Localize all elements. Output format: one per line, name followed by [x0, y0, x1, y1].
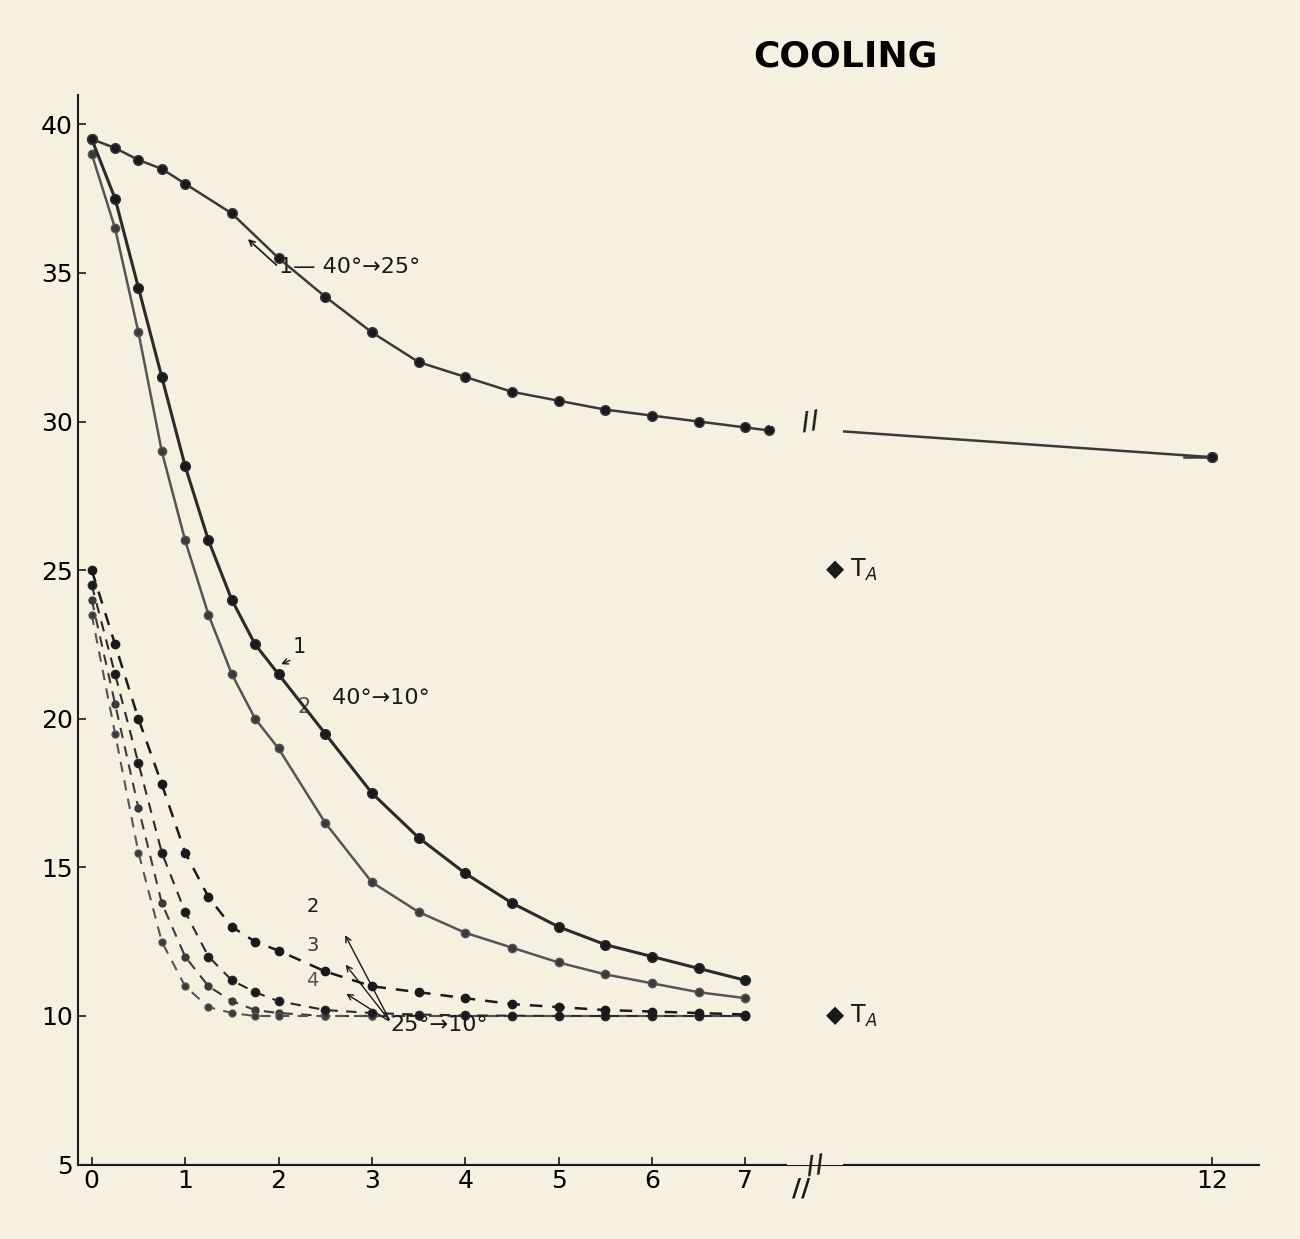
Text: 4: 4 — [307, 971, 318, 990]
Text: 2: 2 — [298, 696, 311, 717]
Text: //: // — [800, 408, 822, 435]
Text: 1: 1 — [292, 637, 306, 658]
Bar — [788, 1171, 848, 1186]
Text: 40°→10°: 40°→10° — [325, 688, 430, 707]
Text: //: // — [792, 410, 811, 434]
Text: 3: 3 — [307, 935, 318, 954]
Text: //: // — [805, 1151, 827, 1178]
Text: ◆ T$_A$: ◆ T$_A$ — [824, 1002, 878, 1030]
Title: COOLING: COOLING — [754, 40, 937, 74]
Text: 2: 2 — [307, 897, 318, 916]
Text: //: // — [792, 1177, 811, 1201]
Bar — [788, 1152, 844, 1180]
Text: ◆ T$_A$: ◆ T$_A$ — [824, 558, 878, 584]
Text: 1— 40°→25°: 1— 40°→25° — [278, 256, 420, 276]
Bar — [779, 406, 844, 442]
Text: //: // — [792, 410, 811, 434]
Text: 25°→10°: 25°→10° — [390, 1015, 489, 1035]
